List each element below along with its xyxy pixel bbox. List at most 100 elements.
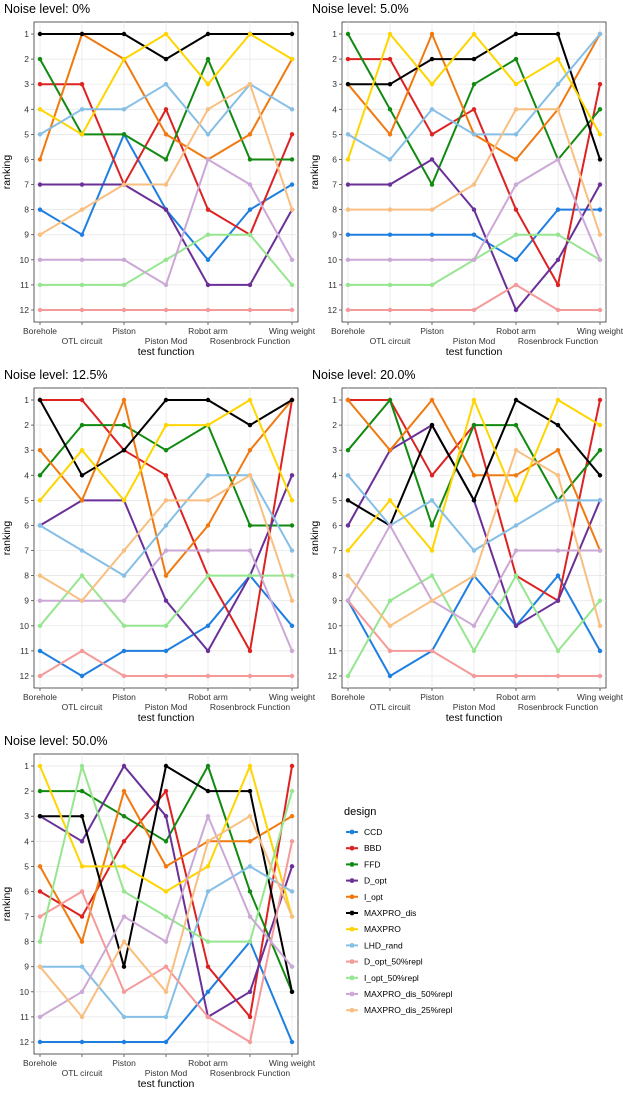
y-tick-label: 1 [24,395,29,405]
chart-panel: Noise level: 50.0%123456789101112Borehol… [1,734,316,1090]
data-point [289,673,295,679]
y-tick-label: 12 [20,305,30,315]
data-point [513,157,519,162]
data-point [247,182,253,187]
legend-label: MAXPRO_dis_25%repl [364,1005,452,1015]
data-point [163,81,169,87]
data-point [345,207,351,212]
data-point [513,257,519,263]
data-point [429,107,435,112]
data-point [345,473,351,478]
data-point [121,598,127,603]
data-point [163,763,169,769]
y-axis-title: ranking [1,887,13,922]
y-tick-label: 2 [24,420,29,430]
data-point [121,1014,127,1020]
data-point [513,548,519,553]
data-point [387,397,393,403]
data-point [163,1014,169,1020]
data-point [345,132,351,137]
data-point [345,598,351,603]
data-point [387,31,393,37]
data-point [79,573,85,578]
y-tick-label: 11 [20,1012,29,1022]
data-point [121,623,127,629]
data-point [471,473,477,478]
data-point [555,31,561,37]
x-tick-label: Rosenbrock Function [518,336,599,346]
data-point [163,788,169,794]
data-point [121,989,127,995]
data-point [597,257,603,263]
data-point [513,207,519,212]
data-point [79,673,85,679]
data-point [205,282,211,288]
data-point [387,673,393,679]
data-point [289,573,295,578]
x-tick-label: Robot arm [188,1058,228,1068]
data-point [247,914,253,919]
data-point [37,107,43,112]
data-point [345,673,351,679]
data-point [429,523,435,528]
data-point [121,864,127,869]
y-tick-label: 11 [20,280,29,290]
legend-swatch-point [349,862,355,867]
data-point [597,107,603,112]
y-tick-label: 8 [24,205,29,215]
data-point [37,964,43,969]
data-point [205,257,211,263]
data-point [163,107,169,112]
data-point [289,623,295,629]
y-axis-title: ranking [309,521,321,556]
data-point [205,788,211,794]
data-point [387,282,393,288]
data-point [387,447,393,453]
x-tick-label: Rosenbrock Function [518,702,599,712]
data-point [471,573,477,578]
data-point [205,1014,211,1020]
data-point [37,157,43,162]
x-tick-label: Robot arm [496,326,536,336]
data-point [345,56,351,62]
data-point [163,648,169,654]
data-point [37,939,43,944]
data-point [37,598,43,603]
x-tick-label: Piston Mod [145,336,188,346]
x-tick-label: OTL circuit [370,336,411,346]
y-tick-label: 12 [328,671,338,681]
data-point [471,232,477,237]
x-tick-label: Piston Mod [145,702,188,712]
data-point [247,232,253,237]
y-tick-label: 6 [24,886,29,896]
data-point [205,207,211,212]
data-point [205,939,211,944]
data-point [79,307,85,313]
data-point [79,788,85,794]
y-tick-label: 11 [328,646,337,656]
data-point [555,422,561,428]
legend-item: I_opt [346,892,384,902]
data-point [163,914,169,919]
y-tick-label: 5 [332,129,337,139]
x-tick-label: Piston [112,326,136,336]
data-point [471,623,477,629]
data-point [121,107,127,112]
legend-label: MAXPRO_dis_50%repl [364,989,452,999]
data-point [513,56,519,62]
chart-panel: Noise level: 5.0%123456789101112Borehole… [309,2,623,358]
data-point [555,232,561,237]
data-point [121,813,127,819]
data-point [429,573,435,578]
data-point [289,282,295,288]
data-point [513,498,519,503]
data-point [163,813,169,819]
data-point [121,498,127,503]
data-point [121,939,127,944]
y-tick-label: 7 [332,180,337,190]
data-point [79,648,85,654]
data-point [429,182,435,187]
data-point [79,397,85,403]
data-point [247,788,253,794]
series-group [37,397,295,679]
